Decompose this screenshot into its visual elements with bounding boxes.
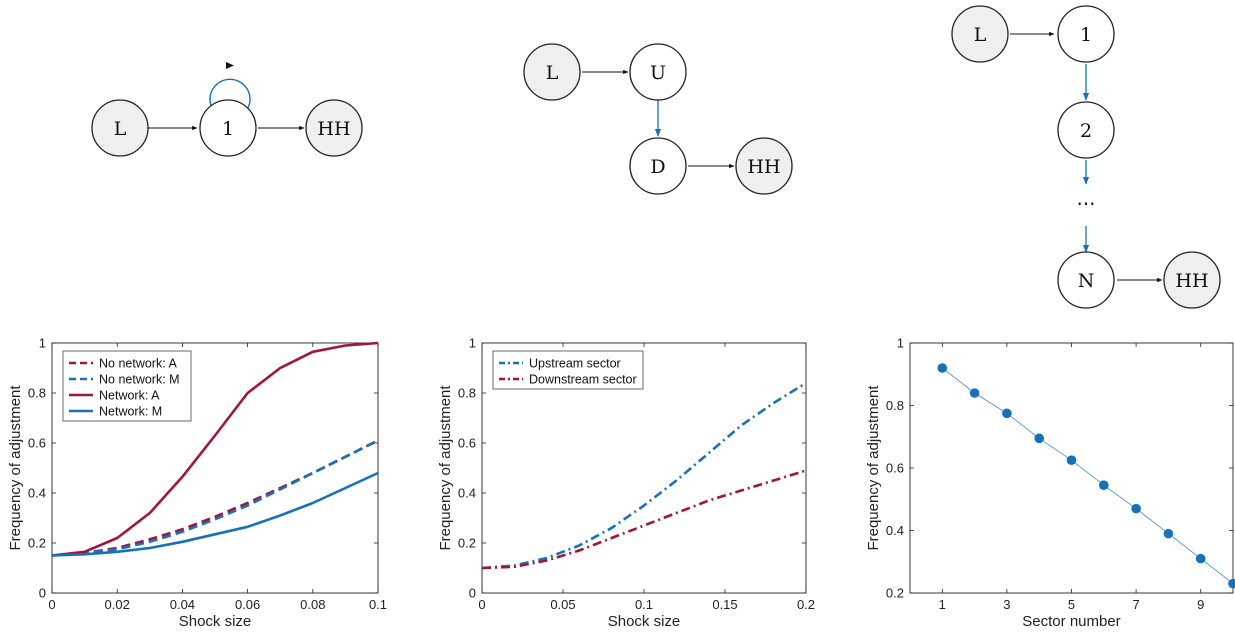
node-HH	[305, 99, 363, 157]
chart-frequency-vs-shock-size-sectors: 0 0.05 0.1 0.15 0.2 0 0.2 0.4 0.6 0.8 1 Shock size F…	[437, 336, 815, 631]
series-line	[942, 367, 1234, 584]
x-tick-label: 5	[1068, 597, 1075, 612]
x-tick-label: 0.15	[712, 597, 737, 612]
ellipsis-label: ⋯	[1077, 193, 1096, 215]
data-point	[1195, 553, 1206, 564]
y-tick-label: 0	[39, 586, 46, 601]
chart-frequency-vs-sector-number: 1 3 5 7 9 0.2 0.4 0.6 0.8 1 Sector number Frequency…	[865, 336, 1235, 630]
series-line-upstream-sector	[481, 381, 807, 570]
plot-frame	[51, 342, 379, 594]
x-tick-label: 0.04	[170, 597, 195, 612]
y-tick-label: 0.2	[886, 586, 904, 601]
x-axis-title: Shock size	[608, 613, 681, 630]
y-axis-title: Frequency of adjustment	[865, 385, 882, 551]
y-tick-label: 0.2	[458, 536, 476, 551]
y-tick-label: 1	[897, 336, 904, 351]
legend-label: No network: M	[99, 373, 180, 387]
diagram-upstream-downstream: L U D HH	[523, 43, 793, 195]
x-axis-title: Shock size	[179, 613, 252, 630]
data-point	[1034, 433, 1044, 444]
y-tick-label: 0	[469, 586, 476, 601]
node-L	[523, 43, 581, 101]
series-line-network-a	[51, 341, 379, 557]
node-HH	[735, 137, 793, 195]
x-tick-label: 0.2	[797, 597, 815, 612]
legend-box	[492, 350, 644, 390]
node-HH	[1163, 251, 1221, 309]
x-tick-label: 0	[48, 597, 55, 612]
node-1	[1057, 5, 1115, 63]
data-point	[1066, 455, 1077, 465]
node-N-label: N	[1078, 270, 1095, 292]
node-HH-label: HH	[317, 118, 350, 140]
y-tick-label: 0.2	[28, 536, 46, 551]
node-HH-label: HH	[747, 156, 780, 178]
y-tick-label: 1	[39, 336, 46, 351]
y-tick-label: 0.4	[458, 486, 476, 501]
series-line-no-network-m	[51, 439, 379, 557]
diagram-chain: L 1 2 ⋯ N HH	[951, 5, 1221, 309]
x-tick-label: 0.02	[105, 597, 130, 612]
node-1	[199, 99, 257, 157]
node-HH-label: HH	[1175, 270, 1208, 292]
y-tick-label: 0.6	[28, 436, 46, 451]
node-D-label: D	[650, 156, 665, 178]
diagram-single-sector: L 1 HH	[91, 62, 363, 157]
node-D	[629, 137, 687, 195]
node-N	[1057, 251, 1115, 309]
y-tick-label: 0.4	[28, 486, 46, 501]
y-axis-title: Frequency of adjustment	[437, 385, 454, 551]
x-axis-title: Sector number	[1022, 613, 1120, 630]
legend-label: Downstream sector	[529, 373, 637, 387]
y-axis-title: Frequency of adjustment	[7, 385, 24, 551]
y-tick-label: 0.4	[886, 523, 904, 538]
series-line-no-network-a	[51, 439, 379, 557]
x-tick-label: 9	[1197, 597, 1204, 612]
node-1-label: 1	[222, 118, 234, 140]
self-loop-edge	[209, 78, 251, 109]
data-point	[1163, 528, 1174, 539]
data-point	[1131, 503, 1141, 514]
node-L	[951, 5, 1009, 63]
node-U	[629, 43, 687, 101]
self-loop-arrowhead	[226, 62, 234, 69]
series-line-downstream-sector	[481, 469, 807, 570]
x-tick-label: 0	[478, 597, 485, 612]
x-tick-label: 7	[1132, 597, 1139, 612]
node-2-label: 2	[1080, 120, 1092, 142]
data-point	[937, 363, 948, 373]
x-tick-label: 0.1	[635, 597, 653, 612]
data-point	[969, 388, 980, 398]
legend-label: Network: A	[99, 389, 160, 403]
x-tick-label: 0.1	[369, 597, 387, 612]
y-tick-label: 0.8	[28, 386, 46, 401]
x-tick-label: 3	[1003, 597, 1010, 612]
data-point	[1228, 578, 1235, 589]
x-tick-label: 0.05	[550, 597, 575, 612]
node-L-label: L	[114, 118, 127, 140]
series-line-network-m	[51, 471, 379, 557]
node-2	[1057, 101, 1115, 159]
data-point	[1099, 480, 1109, 490]
y-tick-label: 0.8	[458, 386, 476, 401]
x-tick-label: 0.08	[300, 597, 325, 612]
legend-label: Network: M	[99, 405, 162, 419]
chart-frequency-vs-shock-size-network: 0 0.02 0.04 0.06 0.08 0.1 0 0.2 0.4 0.6 0.8 1 Shock …	[7, 336, 387, 631]
x-tick-label: 1	[939, 597, 946, 612]
y-tick-label: 0.6	[458, 436, 476, 451]
legend-label: No network: A	[99, 357, 177, 371]
node-U-label: U	[650, 62, 666, 84]
y-tick-label: 1	[469, 336, 476, 351]
y-tick-label: 0.6	[886, 461, 904, 476]
x-tick-label: 0.06	[235, 597, 260, 612]
node-L-label: L	[546, 62, 559, 84]
node-1-label: 1	[1080, 24, 1092, 46]
node-L	[91, 99, 149, 157]
node-L-label: L	[974, 24, 987, 46]
legend-label: Upstream sector	[529, 357, 621, 371]
y-tick-label: 0.8	[886, 398, 904, 413]
data-point	[1002, 408, 1012, 419]
